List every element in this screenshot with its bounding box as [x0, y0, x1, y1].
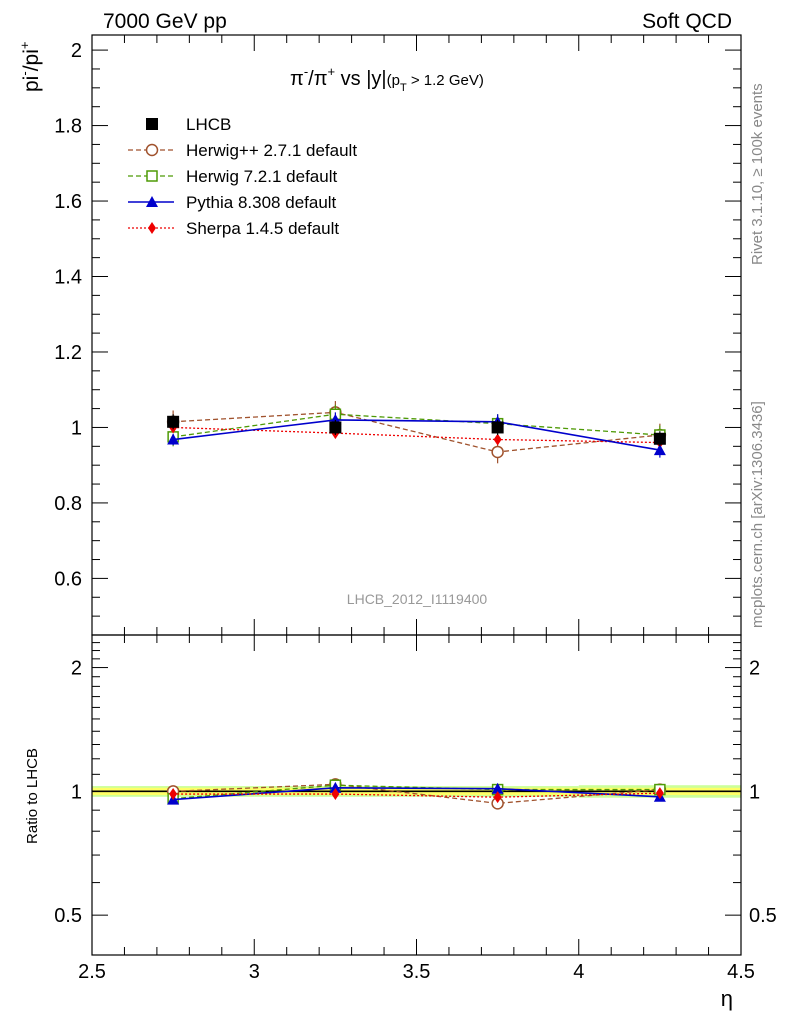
- xtick-label: 3: [249, 961, 260, 983]
- legend-entry: Sherpa 1.4.5 default: [128, 219, 339, 238]
- upper-data-point: [491, 445, 504, 459]
- upper-ylabel: pi-/pi+: [17, 42, 43, 92]
- legend-label: Herwig 7.2.1 default: [186, 167, 337, 186]
- lower-series-layer: [166, 778, 667, 810]
- legend: LHCB Herwig++ 2.7.1 default Herwig 7.2.1 d…: [128, 115, 357, 238]
- upper-data-point: [167, 415, 180, 428]
- legend-marker: [146, 170, 158, 182]
- xlabel: η: [721, 986, 733, 1011]
- title-sup1: -: [304, 64, 308, 79]
- title-paren-open: (p: [387, 72, 400, 89]
- upper-series-square-open: [167, 404, 666, 447]
- upper-data-point: [329, 421, 342, 434]
- upper-series-line: [173, 411, 660, 453]
- legend-marker: [146, 118, 158, 130]
- lower-ytick-label-left: 1: [71, 781, 82, 803]
- lower-data-point: [655, 787, 664, 800]
- xtick-label: 4: [573, 961, 584, 983]
- legend-entry: Pythia 8.308 default: [128, 193, 337, 212]
- upper-data-point: [491, 421, 504, 434]
- rivet-label: Rivet 3.1.10, ≥ 100k events: [749, 83, 766, 265]
- upper-series-circle-open: [166, 401, 667, 464]
- upper-ytick-label: 1.8: [54, 116, 82, 138]
- legend-marker: [146, 196, 158, 207]
- legend-marker: [145, 143, 159, 157]
- upper-ytick-label: 1: [71, 417, 82, 439]
- lower-series-line: [173, 784, 660, 800]
- upper-series-triangle-filled: [167, 412, 666, 458]
- legend-entry: Herwig 7.2.1 default: [128, 167, 337, 186]
- upper-ytick-label: 0.8: [54, 493, 82, 515]
- upper-series-line: [173, 426, 660, 444]
- lower-series-diamond-filled: [169, 787, 664, 804]
- upper-data-point: [493, 433, 502, 446]
- lower-series-line: [173, 783, 660, 805]
- xtick-label: 2.5: [78, 961, 106, 983]
- lower-ytick-label-right: 2: [749, 658, 760, 680]
- upper-data-point: [167, 433, 180, 445]
- title-paren-close: > 1.2 GeV): [407, 72, 484, 89]
- upper-series-line: [173, 413, 660, 438]
- upper-ytick-label: 0.6: [54, 568, 82, 590]
- lower-data-point: [491, 782, 504, 794]
- legend-marker: [148, 222, 156, 234]
- header-right: Soft QCD: [642, 10, 732, 33]
- ylabel-sup2: +: [17, 42, 32, 50]
- lower-data-point: [169, 788, 178, 801]
- upper-ytick-label: 1.4: [54, 267, 82, 289]
- title-main: π: [290, 68, 304, 90]
- legend-label: Herwig++ 2.7.1 default: [186, 141, 357, 160]
- title-vs: vs |y|: [335, 68, 387, 90]
- ylabel-a: pi: [20, 76, 43, 92]
- lower-ytick-label-right: 0.5: [749, 905, 777, 927]
- title-slash: /π: [308, 68, 327, 90]
- lower-ytick-label-right: 1: [749, 781, 760, 803]
- lower-axis-ticks: 0.5 0.5 1 1 2 2 2.5 3 3.5 4 4.5: [54, 635, 777, 983]
- lower-data-point: [493, 791, 502, 804]
- analysis-watermark: LHCB_2012_I1119400: [347, 591, 488, 607]
- lower-frame: [91, 634, 742, 956]
- xtick-label: 4.5: [727, 961, 755, 983]
- lower-data-point: [331, 788, 340, 801]
- upper-series-diamond-filled: [169, 421, 664, 449]
- header-left: 7000 GeV pp: [103, 10, 227, 33]
- xtick-label: 3.5: [403, 961, 431, 983]
- upper-series-line: [173, 419, 661, 451]
- upper-ytick-label: 1.2: [54, 342, 82, 364]
- mcplots-label: mcplots.cern.ch [arXiv:1306.3436]: [749, 401, 766, 628]
- legend-entry: LHCB: [146, 115, 231, 134]
- main-title: π-/π+ vs |y|(pT > 1.2 GeV): [290, 64, 484, 94]
- upper-data-point: [653, 432, 666, 445]
- legend-entry: Herwig++ 2.7.1 default: [128, 141, 357, 160]
- lower-series-line: [173, 792, 660, 798]
- lower-ylabel: Ratio to LHCB: [24, 748, 41, 844]
- ylabel-sup1: -: [17, 71, 32, 75]
- lower-ytick-label-left: 2: [71, 658, 82, 680]
- title-sub: T: [400, 82, 407, 94]
- title-sup2: +: [328, 64, 336, 79]
- legend-label: Pythia 8.308 default: [186, 193, 337, 212]
- lower-ytick-label-left: 0.5: [54, 905, 82, 927]
- lower-data-point: [329, 781, 342, 793]
- upper-ytick-label: 2: [71, 40, 82, 62]
- ylabel-b: /pi: [20, 49, 43, 71]
- legend-label: LHCB: [186, 115, 231, 134]
- upper-data-point: [653, 444, 666, 456]
- upper-ytick-label: 1.6: [54, 191, 82, 213]
- upper-series-layer: [166, 401, 667, 464]
- upper-series-square-filled: [167, 414, 666, 447]
- legend-label: Sherpa 1.4.5 default: [186, 219, 339, 238]
